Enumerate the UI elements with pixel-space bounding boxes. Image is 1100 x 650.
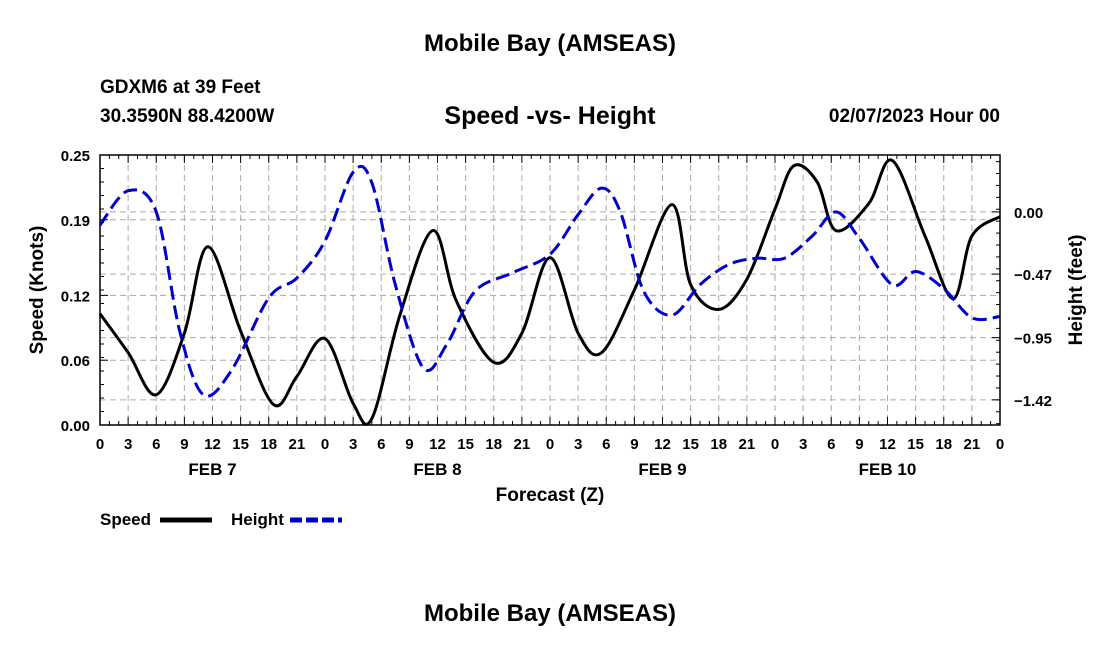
day-label: FEB 9 xyxy=(638,460,686,479)
day-label: FEB 8 xyxy=(413,460,461,479)
series-line-height xyxy=(98,164,1001,398)
y-axis-label: Speed (Knots) xyxy=(27,226,48,355)
y2-tick-label: 0.00 xyxy=(1014,205,1043,222)
y2-tick-label: −0.47 xyxy=(1014,267,1052,284)
y-tick-label: 0.25 xyxy=(61,148,90,165)
x-tick-label: 9 xyxy=(855,436,863,453)
legend-label-height: Height xyxy=(231,510,284,529)
y-tick-label: 0.06 xyxy=(61,353,90,370)
x-tick-label: 9 xyxy=(405,436,413,453)
x-tick-label: 9 xyxy=(180,436,188,453)
x-tick-label: 12 xyxy=(654,436,671,453)
forecast-datetime: 02/07/2023 Hour 00 xyxy=(828,106,1000,127)
series-line-speed xyxy=(98,158,1001,426)
x-tick-label: 6 xyxy=(152,436,160,453)
x-tick-label: 18 xyxy=(260,436,277,453)
x-tick-label: 3 xyxy=(349,436,357,453)
x-tick-label: 18 xyxy=(710,436,727,453)
x-tick-label: 0 xyxy=(996,436,1004,453)
x-axis-label: Forecast (Z) xyxy=(496,485,605,506)
y-tick-label: 0.00 xyxy=(61,418,90,435)
x-tick-label: 0 xyxy=(321,436,329,453)
page-title: Mobile Bay (AMSEAS) xyxy=(423,30,677,57)
plot-frame xyxy=(99,154,1001,426)
x-tick-label: 18 xyxy=(485,436,502,453)
x-tick-label: 9 xyxy=(630,436,638,453)
x-tick-label: 21 xyxy=(739,436,756,453)
x-tick-label: 3 xyxy=(799,436,807,453)
x-tick-label: 21 xyxy=(514,436,531,453)
x-tick-label: 6 xyxy=(602,436,610,453)
x-tick-label: 15 xyxy=(682,436,699,453)
y2-tick-label: −1.42 xyxy=(1014,393,1052,410)
next-chart-title: Mobile Bay (AMSEAS) xyxy=(423,600,677,627)
x-tick-label: 12 xyxy=(879,436,896,453)
x-tick-label: 0 xyxy=(771,436,779,453)
x-tick-label: 18 xyxy=(935,436,952,453)
x-tick-label: 6 xyxy=(827,436,835,453)
x-tick-label: 6 xyxy=(377,436,385,453)
x-tick-label: 21 xyxy=(289,436,306,453)
day-label: FEB 10 xyxy=(859,460,917,479)
station-coordinates: 30.3590N 88.4200W xyxy=(100,106,275,127)
y-tick-label: 0.19 xyxy=(61,213,90,230)
x-tick-label: 21 xyxy=(964,436,981,453)
x-tick-label: 12 xyxy=(429,436,446,453)
y2-axis-label: Height (feet) xyxy=(1066,235,1087,346)
x-tick-label: 15 xyxy=(457,436,474,453)
x-tick-label: 0 xyxy=(546,436,554,453)
x-tick-label: 15 xyxy=(232,436,249,453)
y2-tick-label: −0.95 xyxy=(1014,331,1052,348)
x-tick-label: 3 xyxy=(574,436,582,453)
x-tick-label: 3 xyxy=(124,436,132,453)
legend-label-speed: Speed xyxy=(100,510,151,529)
x-tick-label: 15 xyxy=(907,436,924,453)
y-tick-label: 0.12 xyxy=(61,288,90,305)
x-tick-label: 0 xyxy=(96,436,104,453)
x-tick-label: 12 xyxy=(204,436,221,453)
day-label: FEB 7 xyxy=(188,460,236,479)
chart-title: Speed -vs- Height xyxy=(444,102,656,130)
station-name: GDXM6 at 39 Feet xyxy=(100,77,261,98)
